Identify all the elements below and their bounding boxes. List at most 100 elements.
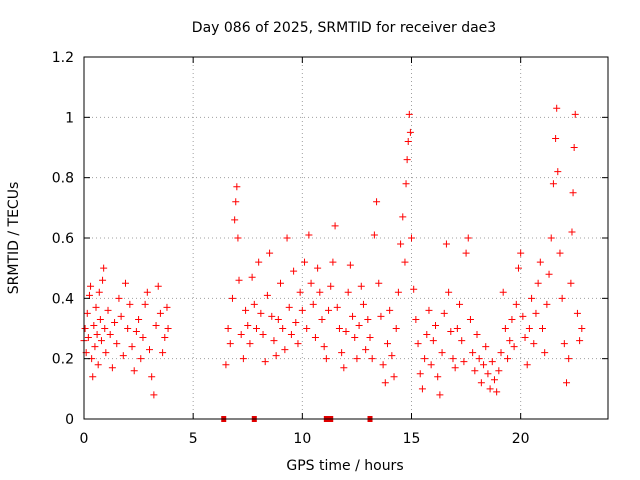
data-point	[402, 180, 410, 188]
data-point	[549, 180, 557, 188]
data-point	[447, 328, 455, 336]
data-point	[81, 325, 89, 332]
data-point	[237, 331, 245, 339]
y-tick-label: 0.2	[52, 352, 74, 368]
data-point	[501, 325, 509, 332]
data-point	[353, 355, 361, 363]
data-point	[432, 321, 440, 329]
chart-title: Day 086 of 2025, SRMTID for receiver dae…	[192, 20, 496, 36]
data-point	[84, 334, 92, 342]
y-tick-label: 0.4	[52, 291, 74, 307]
data-point	[232, 198, 240, 206]
data-point	[99, 276, 107, 284]
x-tick-label: 15	[403, 431, 421, 447]
data-point	[340, 364, 348, 372]
data-point	[357, 282, 365, 290]
data-point	[150, 391, 158, 399]
data-point	[521, 334, 529, 342]
data-point	[475, 355, 483, 363]
data-point	[226, 340, 234, 348]
data-point	[484, 370, 492, 378]
data-point	[576, 337, 584, 345]
data-point	[298, 306, 306, 314]
data-point	[344, 288, 352, 296]
data-point	[451, 364, 459, 372]
axis-ticks: 0 0.2 0.4 0.6 0.8 1 1.2 0 5 10 15 20	[52, 50, 608, 447]
data-point	[329, 258, 337, 266]
data-point	[244, 321, 252, 329]
data-point	[128, 343, 136, 351]
data-point	[445, 288, 453, 296]
data-point	[124, 325, 132, 332]
data-point	[266, 249, 274, 257]
data-point	[379, 361, 387, 369]
data-point	[106, 331, 114, 339]
data-point	[386, 306, 394, 314]
x-tick-label: 5	[189, 431, 198, 447]
data-point	[246, 340, 254, 348]
data-point	[292, 318, 300, 326]
data-point	[152, 321, 160, 329]
data-point	[528, 294, 536, 302]
data-point	[458, 337, 466, 345]
data-point	[473, 331, 481, 339]
data-point	[85, 291, 93, 299]
y-tick-label: 0.6	[52, 231, 74, 247]
data-point	[560, 340, 568, 348]
data-point	[553, 104, 561, 112]
data-point	[460, 358, 468, 366]
data-point	[322, 355, 330, 363]
data-point	[117, 312, 125, 320]
data-point	[567, 279, 575, 287]
data-point	[438, 349, 446, 357]
data-point	[464, 234, 472, 242]
data-point	[434, 373, 442, 381]
data-point	[359, 300, 367, 308]
data-point	[281, 346, 289, 354]
data-point	[309, 300, 317, 308]
data-point	[482, 343, 490, 351]
data-point	[274, 315, 282, 323]
data-point	[449, 355, 457, 363]
data-point	[228, 294, 236, 302]
data-point	[530, 340, 538, 348]
data-point	[285, 303, 293, 311]
data-point	[388, 352, 396, 360]
data-point	[294, 340, 302, 348]
data-point	[539, 325, 546, 332]
data-point	[569, 189, 577, 197]
data-point	[488, 358, 496, 366]
data-point	[143, 288, 151, 296]
data-point	[263, 291, 271, 299]
data-point	[403, 156, 411, 164]
data-point	[425, 306, 433, 314]
data-point	[90, 321, 98, 329]
data-point	[405, 110, 413, 118]
y-tick-label: 1.2	[52, 50, 74, 66]
data-point	[296, 288, 304, 296]
data-point	[325, 306, 333, 314]
data-point	[161, 334, 169, 342]
data-point	[390, 373, 398, 381]
data-point	[130, 367, 138, 375]
data-point	[119, 352, 127, 360]
data-point	[270, 337, 278, 345]
data-point	[346, 261, 354, 269]
data-point	[364, 315, 372, 323]
data-point	[156, 309, 164, 317]
data-point	[429, 337, 437, 345]
x-tick-label: 10	[293, 431, 311, 447]
data-point	[108, 364, 116, 372]
data-point	[233, 183, 241, 191]
data-point	[111, 318, 119, 326]
data-point	[290, 267, 298, 275]
data-point	[335, 325, 343, 332]
data-point	[101, 325, 109, 332]
data-point	[399, 213, 407, 221]
x-tick-label: 0	[80, 431, 89, 447]
data-point	[469, 349, 477, 357]
data-point	[570, 144, 578, 151]
data-point	[373, 198, 381, 206]
data-point	[135, 315, 143, 323]
